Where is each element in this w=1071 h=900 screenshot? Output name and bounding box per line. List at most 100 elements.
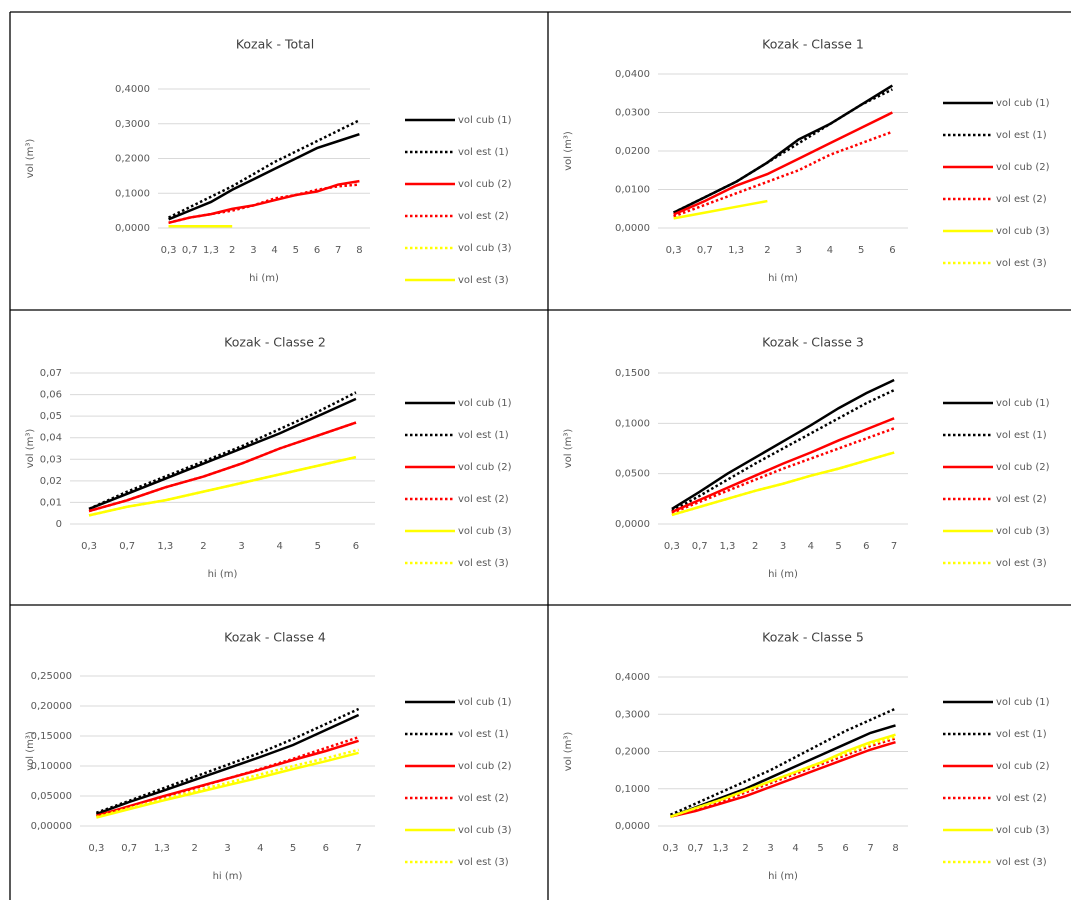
- y-tick-label: 0,2000: [615, 747, 650, 758]
- panel-borders: [9, 11, 1071, 900]
- legend-label: vol est (1): [996, 430, 1047, 441]
- y-tick-label: 0,0400: [615, 69, 650, 80]
- series-line: [670, 733, 896, 818]
- legend-label: vol cub (1): [996, 398, 1050, 409]
- legend-label: vol est (3): [996, 258, 1047, 269]
- legend-label: vol est (2): [996, 793, 1047, 804]
- legend-label: vol cub (3): [458, 825, 512, 836]
- y-tick-label: 0,25000: [31, 671, 72, 682]
- x-tick-label: 3: [780, 541, 786, 552]
- x-axis-label: hi (m): [208, 569, 238, 580]
- x-tick-label: 0,7: [692, 541, 708, 552]
- y-tick-label: 0,3000: [115, 119, 150, 130]
- y-tick-label: 0,20000: [31, 701, 72, 712]
- x-tick-label: 5: [817, 843, 823, 854]
- series-line: [168, 179, 360, 225]
- series-line: [96, 748, 359, 819]
- y-axis-label: vol (m³): [563, 732, 574, 772]
- series-line: [95, 713, 360, 816]
- y-tick-label: 0,06: [40, 390, 62, 401]
- y-tick-label: 0,1000: [615, 784, 650, 795]
- legend-label: vol cub (1): [996, 98, 1050, 109]
- y-axis-label: vol (m³): [563, 131, 574, 171]
- legend-label: vol cub (2): [458, 179, 512, 190]
- x-tick-label: 1,3: [719, 541, 735, 552]
- y-axis-label: vol (m³): [25, 139, 36, 179]
- legend-label: vol cub (1): [458, 398, 512, 409]
- y-tick-label: 0,00000: [31, 821, 72, 832]
- y-tick-label: 0,0000: [615, 821, 650, 832]
- x-axis-label: hi (m): [768, 569, 798, 580]
- x-tick-label: 6: [889, 245, 895, 256]
- y-tick-label: 0,1000: [615, 418, 650, 429]
- series-line: [88, 421, 357, 513]
- x-tick-label: 4: [827, 245, 833, 256]
- y-tick-label: 0,4000: [615, 672, 650, 683]
- series-line: [673, 199, 768, 220]
- series-line: [96, 751, 359, 819]
- x-tick-label: 6: [863, 541, 869, 552]
- x-axis-label: hi (m): [213, 871, 243, 882]
- x-tick-label: 0,7: [182, 245, 198, 256]
- series-line: [673, 111, 893, 216]
- y-tick-label: 0,1000: [115, 188, 150, 199]
- x-tick-label: 2: [764, 245, 770, 256]
- x-tick-label: 0,3: [161, 245, 177, 256]
- x-axis-label: hi (m): [768, 871, 798, 882]
- series-line: [671, 378, 895, 510]
- legend-label: vol cub (3): [458, 243, 512, 254]
- chart-title: Kozak - Total: [236, 37, 314, 52]
- legend-label: vol est (3): [996, 558, 1047, 569]
- y-tick-label: 0,4000: [115, 84, 150, 95]
- x-tick-label: 1,3: [154, 843, 170, 854]
- legend-label: vol est (1): [458, 430, 509, 441]
- x-tick-label: 4: [808, 541, 814, 552]
- legend-label: vol cub (2): [458, 761, 512, 772]
- legend-label: vol est (2): [458, 793, 509, 804]
- x-tick-label: 6: [353, 541, 359, 552]
- legend-label: vol cub (1): [458, 697, 512, 708]
- x-axis-label: hi (m): [249, 273, 279, 284]
- y-axis-label: vol (m³): [563, 429, 574, 469]
- legend-label: vol est (1): [458, 729, 509, 740]
- x-tick-label: 0,7: [697, 245, 713, 256]
- y-tick-label: 0,04: [40, 433, 62, 444]
- legend-label: vol est (3): [458, 857, 509, 868]
- x-tick-label: 2: [192, 843, 198, 854]
- legend-label: vol cub (3): [996, 825, 1050, 836]
- series-line: [168, 119, 360, 219]
- x-tick-label: 7: [891, 541, 897, 552]
- y-tick-label: 0,10000: [31, 761, 72, 772]
- x-tick-label: 6: [842, 843, 848, 854]
- chart-title: Kozak - Classe 4: [224, 630, 326, 645]
- x-tick-label: 1,3: [713, 843, 729, 854]
- series-line: [673, 130, 893, 218]
- x-tick-label: 0,3: [664, 541, 680, 552]
- legend-label: vol est (1): [996, 130, 1047, 141]
- legend-label: vol cub (1): [996, 697, 1050, 708]
- y-tick-label: 0,01: [40, 497, 62, 508]
- x-tick-label: 5: [835, 541, 841, 552]
- x-tick-label: 0,3: [663, 843, 679, 854]
- x-tick-label: 2: [752, 541, 758, 552]
- series-line: [669, 707, 897, 816]
- series-line: [670, 740, 896, 818]
- legend-label: vol cub (3): [996, 226, 1050, 237]
- x-tick-label: 2: [742, 843, 748, 854]
- x-tick-label: 4: [257, 843, 263, 854]
- y-axis-label: vol (m³): [25, 429, 36, 469]
- x-tick-label: 1,3: [728, 245, 744, 256]
- x-tick-label: 3: [250, 245, 256, 256]
- series-line: [671, 388, 895, 513]
- legend-label: vol est (2): [996, 194, 1047, 205]
- x-tick-label: 5: [293, 245, 299, 256]
- x-tick-label: 0,3: [88, 843, 104, 854]
- series-line: [168, 132, 360, 221]
- legend-label: vol est (3): [458, 558, 509, 569]
- legend-label: vol cub (2): [996, 761, 1050, 772]
- legend-label: vol est (1): [996, 729, 1047, 740]
- x-tick-label: 7: [355, 843, 361, 854]
- x-axis-label: hi (m): [768, 273, 798, 284]
- legend-label: vol cub (3): [996, 526, 1050, 537]
